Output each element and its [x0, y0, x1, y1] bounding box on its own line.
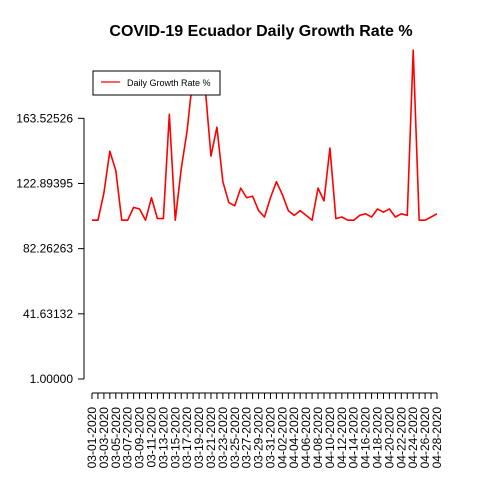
x-tick-label: 04-20-2020 [382, 407, 396, 469]
y-tick-label: 163.52526 [16, 111, 73, 125]
x-tick-label: 03-03-2020 [97, 407, 111, 469]
x-tick-label: 03-11-2020 [144, 407, 158, 468]
legend-box [92, 70, 221, 96]
series-line-0 [92, 49, 438, 221]
x-tick-label: 04-22-2020 [394, 407, 408, 469]
x-tick-label: 03-07-2020 [121, 407, 135, 469]
x-tick-label: 03-29-2020 [252, 407, 266, 469]
legend: Daily Growth Rate % [92, 70, 221, 96]
chart-title: COVID-19 Ecuador Daily Growth Rate % [109, 23, 412, 40]
x-tick-label: 04-24-2020 [406, 407, 420, 469]
y-tick-label: 122.89395 [16, 176, 73, 190]
x-tick-label: 04-04-2020 [287, 407, 301, 469]
x-tick-label: 04-06-2020 [299, 407, 313, 469]
plot-area [92, 49, 438, 221]
x-tick-label: 04-08-2020 [311, 407, 325, 469]
x-tick-label: 03-09-2020 [133, 407, 147, 469]
y-tick-label: 41.63132 [23, 307, 73, 321]
x-tick-label: 04-26-2020 [418, 407, 432, 469]
x-tick-label: 03-23-2020 [216, 407, 230, 469]
x-tick-label: 03-01-2020 [85, 407, 99, 469]
x-tick-label: 04-02-2020 [275, 407, 289, 469]
x-tick-label: 03-21-2020 [204, 407, 218, 469]
y-tick-label: 82.26263 [23, 242, 73, 256]
y-axis: 1.00000 41.63132 82.26263 122.89395 163.5252… [16, 111, 85, 386]
x-tick-label: 03-17-2020 [180, 407, 194, 469]
x-axis: 03-01-202003-03-202003-05-202003-07-2020… [85, 392, 444, 469]
legend-entry-label: Daily Growth Rate % [127, 78, 211, 88]
x-tick-label: 04-28-2020 [430, 407, 444, 469]
x-tick-label: 03-13-2020 [156, 407, 170, 469]
x-tick-label: 04-16-2020 [359, 407, 373, 469]
x-tick-label: 03-19-2020 [192, 407, 206, 469]
x-tick-label: 03-31-2020 [263, 407, 277, 469]
x-tick-label: 03-15-2020 [168, 407, 182, 469]
x-tick-label: 04-14-2020 [347, 407, 361, 469]
x-tick-label: 04-10-2020 [323, 407, 337, 469]
x-tick-label: 03-05-2020 [109, 407, 123, 469]
x-tick-label: 04-18-2020 [371, 407, 385, 469]
x-tick-label: 03-27-2020 [240, 407, 254, 469]
x-tick-label: 04-12-2020 [335, 407, 349, 469]
x-tick-label: 03-25-2020 [228, 407, 242, 469]
y-tick-label: 1.00000 [30, 372, 74, 386]
